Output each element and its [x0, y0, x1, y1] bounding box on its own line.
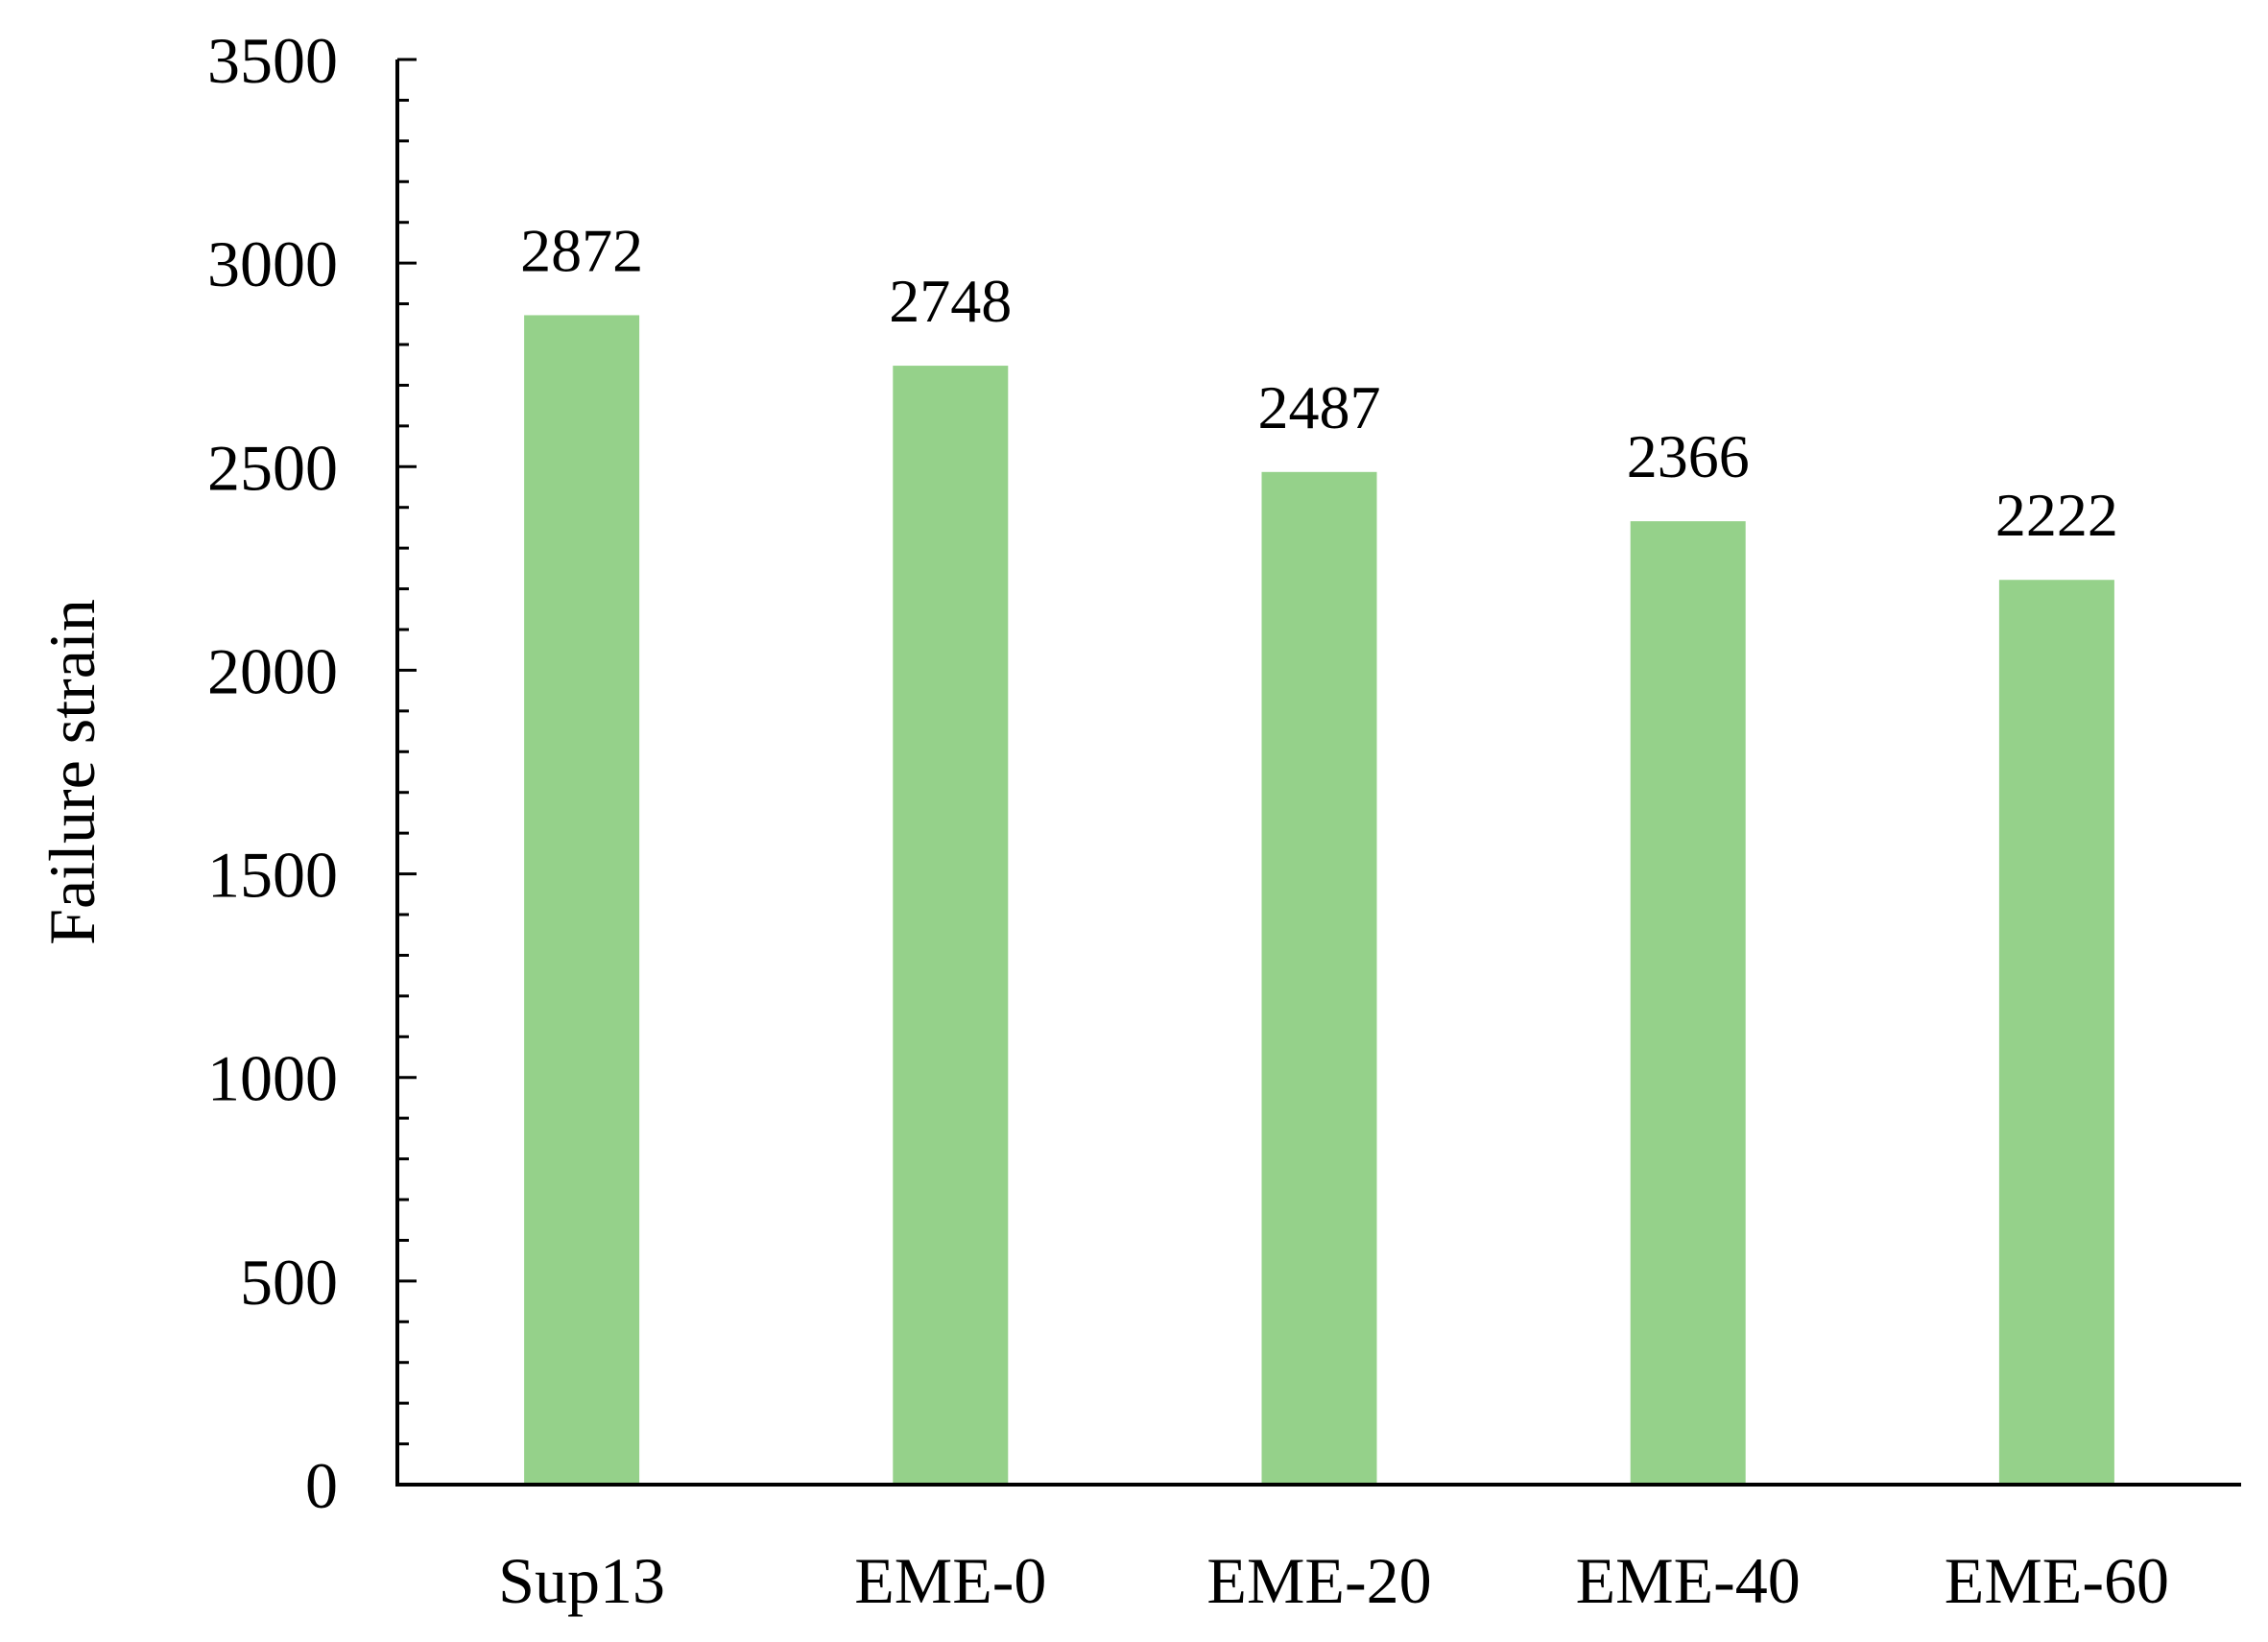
data-label: 2222 [1995, 481, 2118, 549]
y-tick-label: 3000 [207, 227, 338, 300]
data-label: 2748 [889, 267, 1012, 335]
y-axis-title: Failure strain [36, 599, 108, 945]
y-tick-label: 1000 [207, 1042, 338, 1115]
bar [524, 315, 640, 1485]
x-tick-label: EME-20 [1206, 1544, 1431, 1617]
bar [893, 366, 1009, 1485]
bar [1998, 580, 2114, 1485]
data-label: 2366 [1627, 422, 1750, 490]
data-label: 2872 [520, 216, 643, 284]
data-label: 2487 [1258, 373, 1381, 441]
y-tick-label: 1500 [207, 839, 338, 912]
y-tick-label: 2500 [207, 431, 338, 504]
bar [1261, 471, 1377, 1486]
x-tick-label: EME-60 [1945, 1544, 2169, 1617]
y-tick-label: 500 [240, 1246, 338, 1319]
x-tick-label: EME-0 [854, 1544, 1046, 1617]
y-tick-label: 0 [305, 1449, 338, 1522]
bars-group [524, 315, 2114, 1486]
y-axis-tick-labels: 0 500 1000 1500 2000 2500 3000 3500 [207, 24, 338, 1522]
y-tick-label: 2000 [207, 634, 338, 707]
y-axis-ticks [397, 58, 417, 1487]
x-tick-label: EME-40 [1576, 1544, 1801, 1617]
bar [1630, 521, 1746, 1485]
y-tick-label: 3500 [207, 24, 338, 97]
x-axis-tick-labels: Sup13 EME-0 EME-20 EME-40 EME-60 [498, 1544, 2169, 1617]
data-labels-group: 2872 2748 2487 2366 2222 [520, 216, 2118, 549]
x-tick-label: Sup13 [498, 1544, 665, 1617]
